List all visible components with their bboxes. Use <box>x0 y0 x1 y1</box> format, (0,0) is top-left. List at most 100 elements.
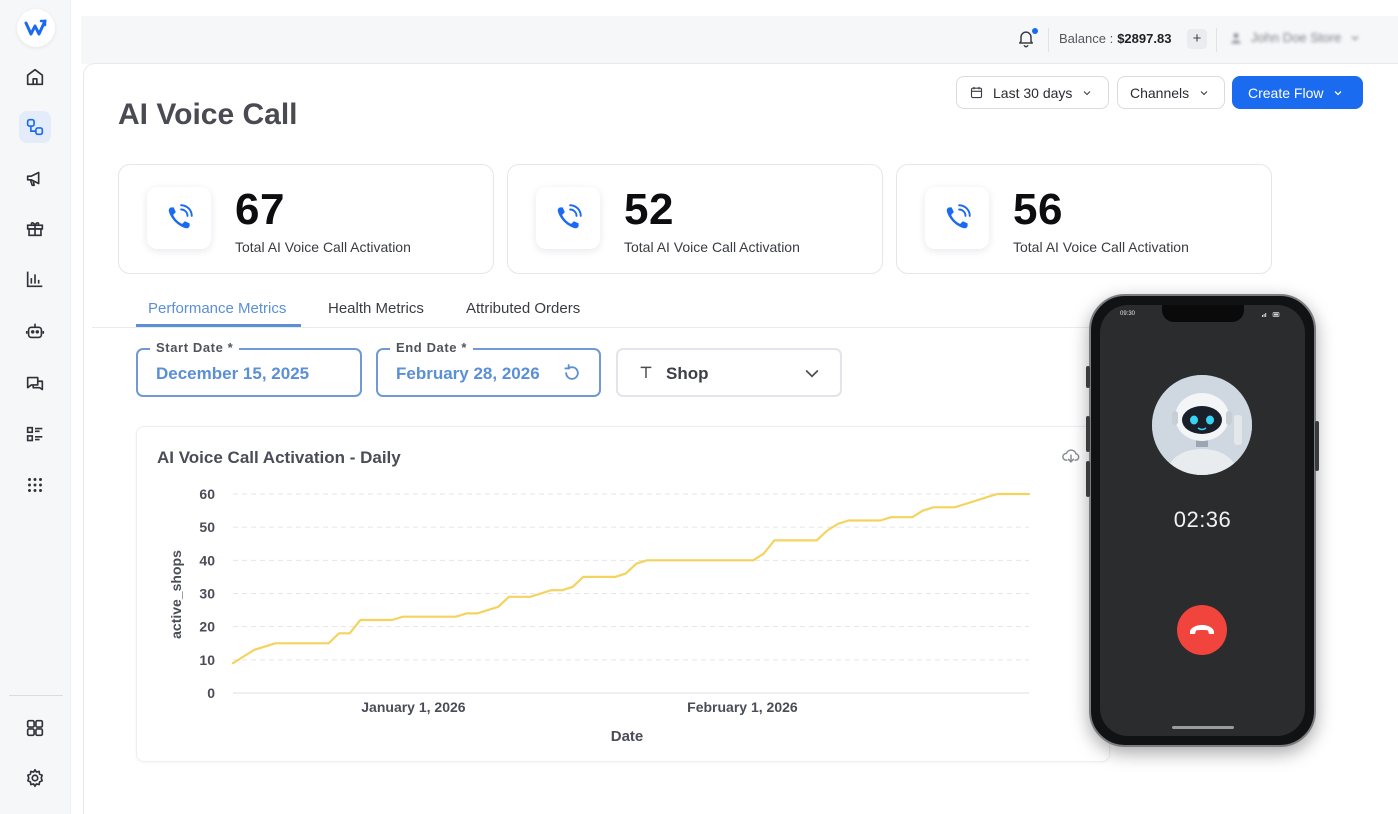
chevron-down-icon <box>1335 90 1342 95</box>
tab-performance-metrics[interactable]: Performance Metrics <box>148 300 287 317</box>
text-type-icon <box>640 366 652 378</box>
top-bar: Balance : $2897.83 + John Doe Store <box>81 16 1398 64</box>
x-tick-label: January 1, 2026 <box>361 699 466 715</box>
stat-label: Total AI Voice Call Activation <box>624 239 800 255</box>
sidebar-divider <box>9 695 63 696</box>
balance: Balance : $2897.83 <box>1059 31 1171 46</box>
nav-settings[interactable] <box>19 762 51 794</box>
nav-home[interactable] <box>19 61 51 93</box>
end-date-label: End Date * <box>390 340 474 355</box>
balance-label: Balance : <box>1059 31 1114 46</box>
stat-label: Total AI Voice Call Activation <box>1013 239 1189 255</box>
tabs-divider <box>92 327 1092 328</box>
nav-integrations[interactable] <box>19 712 51 744</box>
y-axis-title: active_shops <box>168 550 184 639</box>
dots-grid-icon <box>28 478 42 492</box>
chevron-down-icon <box>1351 35 1359 40</box>
gear-icon <box>27 768 43 788</box>
page-title: AI Voice Call <box>118 98 298 131</box>
calendar-icon <box>970 86 983 99</box>
nav-conversations[interactable] <box>19 368 51 400</box>
stat-value: 56 <box>1013 185 1063 234</box>
group-by-select[interactable]: Shop <box>616 348 842 397</box>
y-tick-label: 60 <box>199 486 215 502</box>
chevron-down-icon <box>1084 90 1091 95</box>
phone-notch <box>1162 305 1244 322</box>
stat-card: 67 Total AI Voice Call Activation <box>118 164 494 274</box>
nav-lists[interactable] <box>19 419 51 451</box>
home-icon <box>26 68 44 86</box>
end-date-field[interactable]: End Date * February 28, 2026 <box>376 340 601 397</box>
start-date-value: December 15, 2025 <box>156 364 310 383</box>
app-logo[interactable] <box>17 9 55 47</box>
chevron-down-icon <box>1200 90 1208 95</box>
date-range-select[interactable]: Last 30 days <box>956 76 1109 109</box>
add-balance-button[interactable]: + <box>1187 29 1207 49</box>
phone-side-button <box>1086 416 1090 452</box>
create-flow-button[interactable]: Create Flow <box>1232 76 1363 109</box>
stat-card: 52 Total AI Voice Call Activation <box>507 164 883 274</box>
channels-select[interactable]: Channels <box>1117 76 1225 109</box>
notifications-button[interactable] <box>1016 28 1038 50</box>
tab-attributed-orders[interactable]: Attributed Orders <box>466 300 581 317</box>
y-tick-label: 0 <box>207 685 215 701</box>
sidebar <box>0 0 71 814</box>
date-range-label: Last 30 days <box>993 84 1073 101</box>
start-date-label: Start Date * <box>150 340 240 355</box>
phone-call-icon <box>536 187 600 249</box>
store-switcher[interactable]: John Doe Store <box>1229 30 1361 45</box>
create-flow-label: Create Flow <box>1248 84 1324 101</box>
nav-apps[interactable] <box>19 469 51 501</box>
phone-call-icon <box>925 187 989 249</box>
group-by-value: Shop <box>666 364 709 383</box>
line-chart: 0 10 20 30 40 50 60 January 1, 2026 February 1, … <box>168 486 1031 745</box>
channels-label: Channels <box>1130 84 1190 101</box>
tab-health-metrics[interactable]: Health Metrics <box>328 300 424 317</box>
nav-analytics[interactable] <box>19 263 51 295</box>
chart-card: AI Voice Call Activation - Daily 0 10 20 30… <box>136 426 1110 762</box>
topbar-divider <box>1216 28 1217 52</box>
reset-icon[interactable] <box>562 363 582 383</box>
phone-call-icon <box>147 187 211 249</box>
chat-icon <box>26 376 44 391</box>
balance-value: $2897.83 <box>1117 31 1172 46</box>
logo-icon <box>24 19 47 36</box>
gift-icon <box>26 221 44 237</box>
stat-label: Total AI Voice Call Activation <box>235 239 411 255</box>
nav-bots[interactable] <box>19 315 51 347</box>
y-tick-label: 20 <box>199 619 215 635</box>
phone-side-button <box>1315 421 1319 471</box>
y-tick-label: 50 <box>199 519 215 535</box>
active-tab-indicator <box>136 324 301 327</box>
stat-value: 52 <box>624 185 674 234</box>
list-icon <box>26 426 43 442</box>
chart-title: AI Voice Call Activation - Daily <box>157 448 401 467</box>
notification-dot <box>1032 28 1038 34</box>
call-timer: 02:36 <box>1173 507 1232 532</box>
y-tick-label: 30 <box>199 586 215 602</box>
phone-mockup: 09:30 02:36 <box>1086 294 1319 747</box>
phone-side-button <box>1086 461 1090 497</box>
stat-value: 67 <box>235 185 285 234</box>
nav-campaigns[interactable] <box>19 162 51 194</box>
hang-up-icon <box>1190 625 1214 634</box>
topbar-divider <box>1048 28 1049 52</box>
store-name: John Doe Store <box>1251 30 1342 45</box>
series-line <box>231 492 1031 665</box>
bell-icon <box>1019 31 1033 48</box>
nav-flows[interactable] <box>19 111 51 143</box>
megaphone-icon <box>26 171 40 187</box>
download-icon[interactable] <box>1060 446 1082 466</box>
nav-rewards[interactable] <box>19 212 51 244</box>
y-tick-label: 40 <box>199 552 215 568</box>
signal-battery-icon <box>1262 312 1280 317</box>
hang-up-button[interactable] <box>1177 605 1227 655</box>
robot-avatar <box>1152 375 1252 475</box>
start-date-field[interactable]: Start Date * December 15, 2025 <box>136 340 362 397</box>
flow-icon <box>26 118 44 136</box>
chevron-down-icon <box>805 369 819 378</box>
status-time: 09:30 <box>1120 311 1136 317</box>
robot-icon <box>25 323 45 339</box>
x-axis-title: Date <box>611 728 644 745</box>
